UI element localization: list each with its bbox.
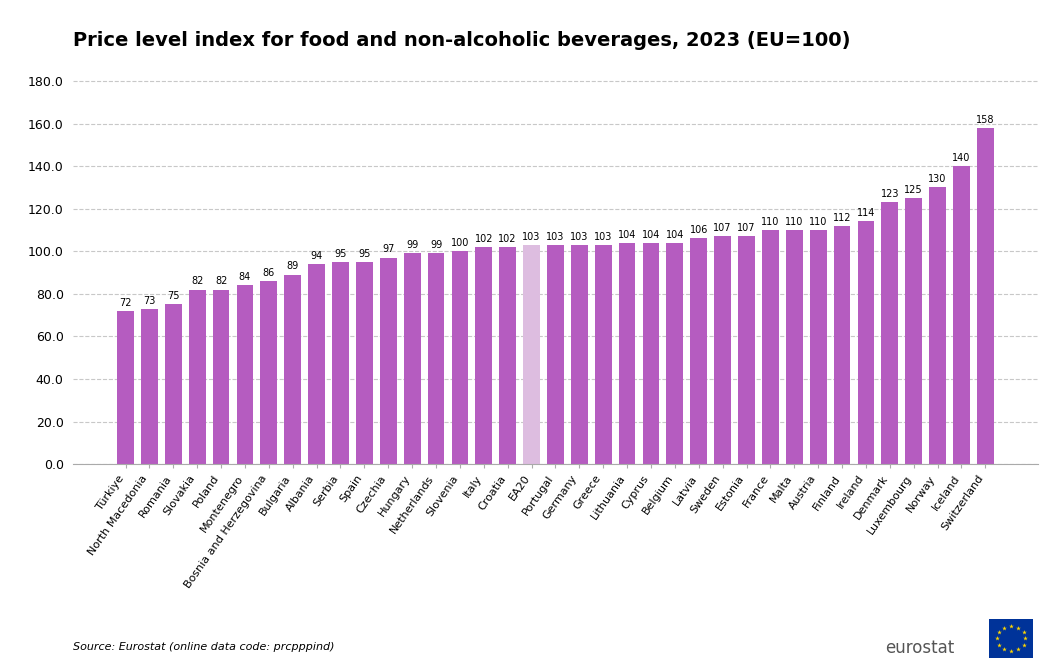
Text: 86: 86 (263, 268, 275, 278)
Text: 95: 95 (334, 249, 347, 259)
Text: 140: 140 (953, 153, 970, 163)
Text: 123: 123 (880, 189, 899, 199)
Bar (953, 166, 969, 464)
Bar (476, 247, 493, 464)
Bar (905, 198, 922, 464)
Text: 84: 84 (239, 272, 252, 282)
Text: 82: 82 (215, 276, 227, 286)
Bar (595, 245, 612, 464)
Bar (857, 221, 874, 464)
Bar (547, 245, 564, 464)
Text: 112: 112 (833, 213, 851, 223)
Text: 103: 103 (594, 231, 612, 242)
Bar (284, 274, 301, 464)
Bar (379, 258, 396, 464)
Text: 89: 89 (286, 261, 299, 271)
Text: 107: 107 (714, 223, 732, 233)
Bar (428, 253, 444, 464)
Bar (117, 311, 134, 464)
Bar (213, 290, 230, 464)
Bar (308, 264, 325, 464)
Text: Price level index for food and non-alcoholic beverages, 2023 (EU=100): Price level index for food and non-alcoh… (73, 30, 851, 50)
Text: 106: 106 (690, 225, 708, 235)
Text: 130: 130 (929, 174, 946, 184)
Bar (189, 290, 205, 464)
Text: 104: 104 (665, 229, 684, 239)
Text: 102: 102 (499, 234, 517, 244)
Text: eurostat: eurostat (886, 639, 955, 657)
Bar (571, 245, 588, 464)
Text: 110: 110 (809, 217, 827, 227)
Text: 102: 102 (475, 234, 493, 244)
Text: 110: 110 (785, 217, 804, 227)
Text: 75: 75 (167, 291, 179, 301)
Bar (618, 243, 635, 464)
Bar (833, 225, 850, 464)
Bar (977, 128, 994, 464)
Text: 82: 82 (191, 276, 203, 286)
Bar (452, 251, 468, 464)
Text: 99: 99 (406, 240, 418, 250)
Text: 104: 104 (618, 229, 636, 239)
Bar (499, 247, 516, 464)
Bar (881, 202, 898, 464)
Text: 104: 104 (641, 229, 660, 239)
Bar (403, 253, 420, 464)
Bar (715, 236, 732, 464)
Text: 100: 100 (451, 238, 470, 248)
Bar (332, 262, 349, 464)
Text: 103: 103 (570, 231, 589, 242)
Text: 107: 107 (737, 223, 756, 233)
Text: 99: 99 (430, 240, 442, 250)
Text: 72: 72 (119, 298, 132, 308)
Bar (810, 230, 827, 464)
Text: 97: 97 (383, 245, 394, 255)
Bar (762, 230, 779, 464)
Bar (165, 304, 181, 464)
Text: 103: 103 (546, 231, 565, 242)
Bar (786, 230, 803, 464)
Text: 114: 114 (856, 208, 875, 218)
Bar (261, 281, 278, 464)
Bar (141, 309, 158, 464)
Text: 95: 95 (358, 249, 371, 259)
Bar (930, 188, 946, 464)
Text: 94: 94 (310, 251, 323, 261)
Text: 103: 103 (522, 231, 541, 242)
Bar (738, 236, 755, 464)
Bar (642, 243, 659, 464)
Bar (523, 245, 540, 464)
Bar (237, 285, 254, 464)
Bar (691, 239, 707, 464)
Text: Source: Eurostat (online data code: prcpppind): Source: Eurostat (online data code: prcp… (73, 642, 335, 652)
Text: 110: 110 (761, 217, 780, 227)
Text: 125: 125 (904, 185, 923, 195)
Bar (667, 243, 683, 464)
Text: 158: 158 (976, 115, 995, 125)
Text: 73: 73 (144, 296, 155, 306)
Bar (356, 262, 373, 464)
